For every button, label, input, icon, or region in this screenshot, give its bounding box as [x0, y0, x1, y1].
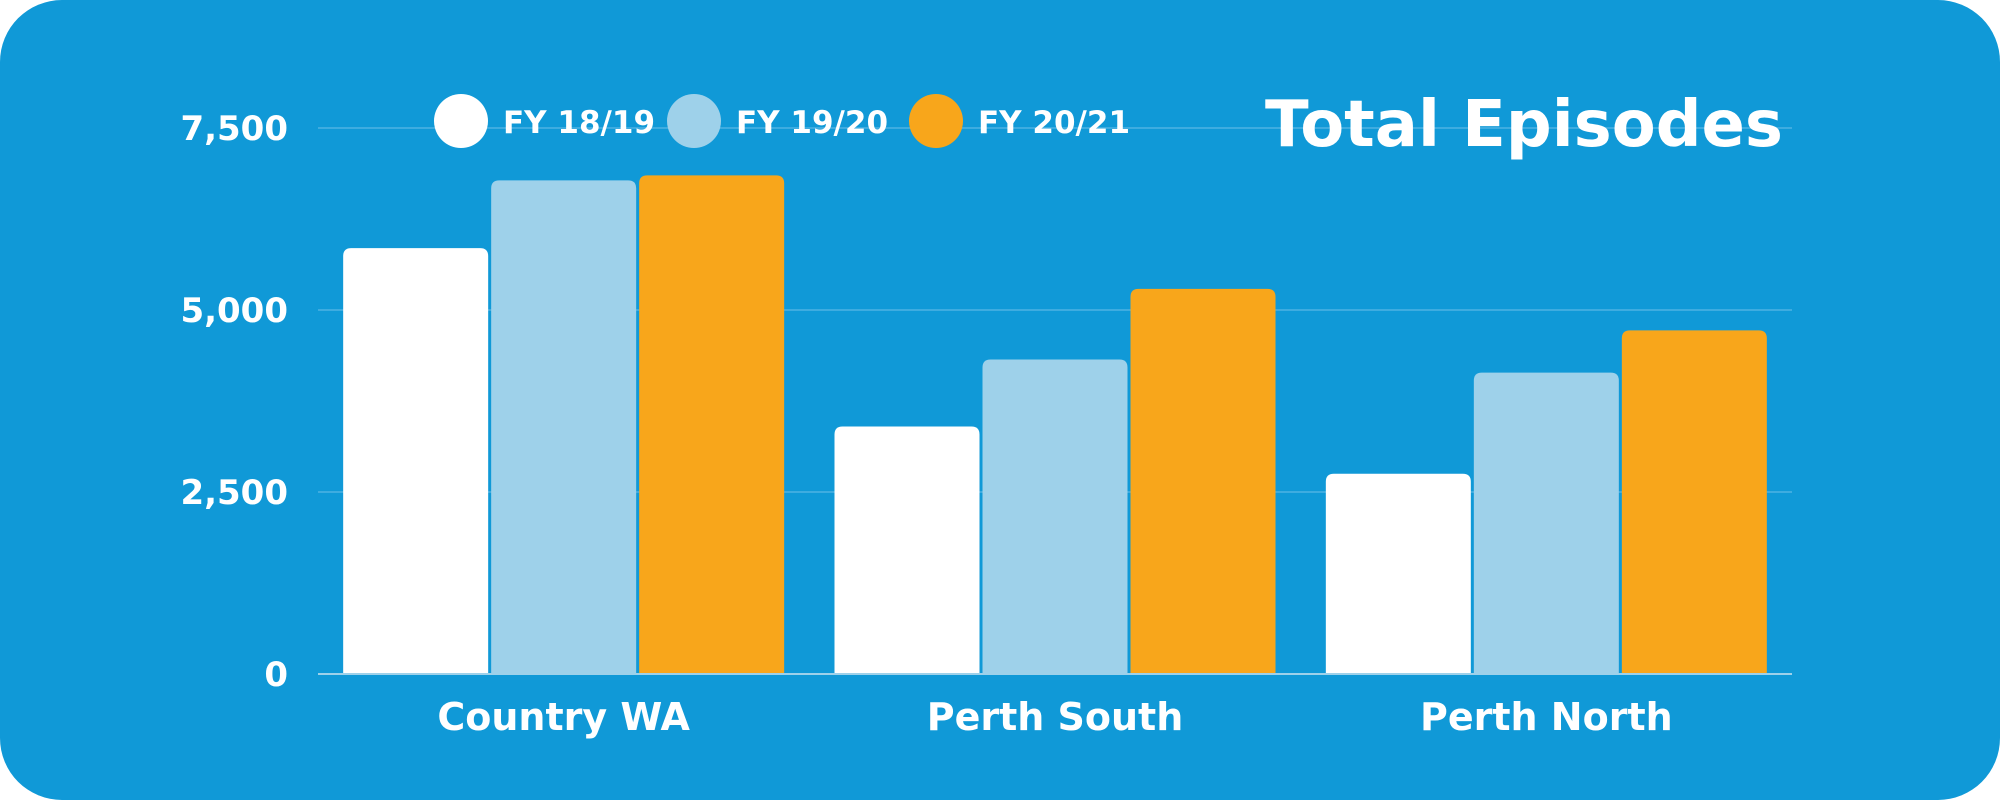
y-tick-label: 2,500	[180, 473, 288, 513]
legend: FY 18/19 FY 19/20 FY 20/21	[434, 94, 1130, 148]
bar-perth-north-0	[1325, 473, 1471, 674]
bar-country-wa-2	[639, 175, 785, 674]
y-axis-ticks: 0 2,500 5,000 7,500	[180, 109, 288, 695]
legend-item: FY 19/20	[667, 94, 888, 148]
legend-label: FY 19/20	[736, 105, 888, 141]
x-category-label: Perth South	[927, 695, 1184, 739]
x-axis-categories: Country WA Perth South Perth North	[437, 695, 1672, 739]
legend-item: FY 18/19	[434, 94, 655, 148]
bar-perth-south-1	[982, 359, 1128, 674]
bar-perth-south-0	[834, 426, 980, 674]
bar-country-wa-1	[491, 180, 637, 674]
legend-swatch	[909, 94, 963, 148]
legend-label: FY 20/21	[978, 105, 1130, 141]
x-category-label: Country WA	[437, 695, 690, 739]
x-category-label: Perth North	[1420, 695, 1673, 739]
y-tick-label: 0	[264, 655, 288, 695]
y-tick-label: 7,500	[180, 109, 288, 149]
bar-perth-north-2	[1621, 330, 1767, 674]
legend-item: FY 20/21	[909, 94, 1130, 148]
bar-country-wa-0	[343, 248, 489, 674]
chart-title: Total Episodes	[1265, 88, 1783, 162]
bar-perth-south-2	[1130, 288, 1276, 674]
y-tick-label: 5,000	[180, 291, 288, 331]
legend-swatch	[667, 94, 721, 148]
bar-perth-north-1	[1473, 372, 1619, 674]
legend-label: FY 18/19	[503, 105, 655, 141]
legend-swatch	[434, 94, 488, 148]
bars	[343, 175, 1767, 674]
